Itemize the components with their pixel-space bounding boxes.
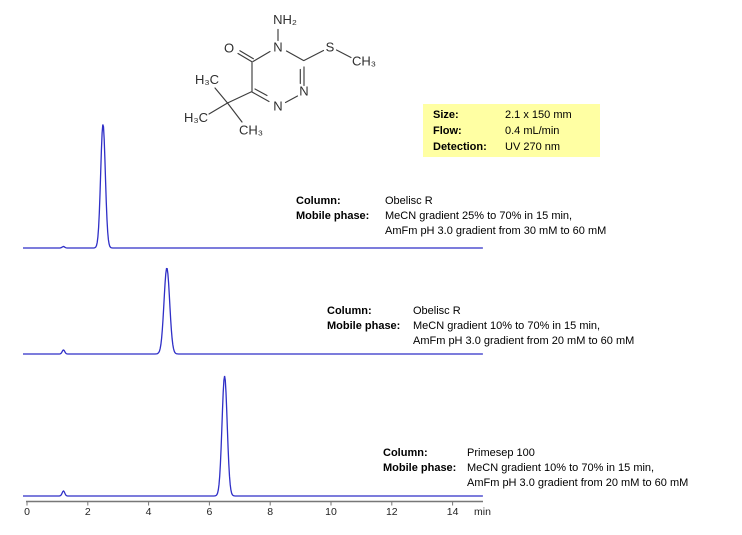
bond-line [335, 49, 352, 59]
spacer [296, 224, 385, 239]
x-axis-tick-label: 0 [24, 506, 30, 518]
atom-label-n-bottom: N [273, 99, 282, 114]
x-axis-tick-label: 12 [386, 506, 398, 518]
mobile-phase-line2: AmFm pH 3.0 gradient from 30 mM to 60 mM [385, 225, 607, 237]
column-label: Column: [383, 447, 428, 459]
atom-label-n-top: N [273, 40, 282, 55]
annotation-trace-1: Column: Obelisc R Mobile phase: MeCN gra… [296, 194, 606, 239]
bond-line [208, 102, 229, 115]
mobile-phase-line1: MeCN gradient 10% to 70% in 15 min, [467, 462, 655, 474]
spacer [327, 334, 413, 349]
mobile-phase-label: Mobile phase: [296, 210, 370, 222]
bond-line [226, 90, 253, 104]
flow-label: Flow: [433, 125, 462, 137]
x-axis-tick-label: 14 [447, 506, 459, 518]
bond-line [226, 102, 243, 123]
atom-label-n-right: N [299, 84, 308, 99]
annotation-trace-2: Column: Obelisc R Mobile phase: MeCN gra… [327, 304, 634, 349]
atom-label-h3c-lower: H₃C [184, 110, 208, 125]
chromatogram-trace-1 [23, 124, 483, 249]
annotation-trace-3: Column: Primesep 100 Mobile phase: MeCN … [383, 446, 688, 491]
bond-line [252, 50, 271, 63]
conditions-box: Size: 2.1 x 150 mm Flow: 0.4 mL/min Dete… [423, 104, 600, 157]
atom-label-nh2: NH₂ [273, 12, 297, 27]
column-label: Column: [327, 305, 372, 317]
bond-line [251, 91, 270, 103]
bond-line [239, 50, 254, 60]
column-label: Column: [296, 195, 341, 207]
mobile-phase-label: Mobile phase: [327, 320, 401, 332]
x-axis-tick-label: 2 [85, 506, 91, 518]
mobile-phase-line1: MeCN gradient 10% to 70% in 15 min, [413, 320, 601, 332]
x-axis-unit-label: min [474, 506, 491, 518]
atom-label-h3c-upper: H₃C [195, 72, 219, 87]
bond-line [285, 50, 305, 62]
bond-line [284, 95, 299, 104]
mobile-phase-line2: AmFm pH 3.0 gradient from 20 mM to 60 mM [413, 335, 635, 347]
size-label: Size: [433, 109, 459, 121]
x-axis-tick-label: 8 [267, 506, 273, 518]
column-value: Obelisc R [385, 195, 433, 207]
mobile-phase-label: Mobile phase: [383, 462, 457, 474]
molecule-structure: NH₂ O N S CH₃ N N H₃C H₃C CH₃ [184, 12, 376, 138]
atom-label-s-ch3: CH₃ [352, 54, 376, 69]
x-axis-tick-label: 4 [146, 506, 152, 518]
atom-label-o: O [224, 41, 234, 56]
flow-value: 0.4 mL/min [505, 125, 560, 137]
bond-line [214, 87, 229, 104]
detection-value: UV 270 nm [505, 141, 561, 153]
chromatogram-trace-2 [23, 267, 483, 355]
x-axis-tick-label: 6 [206, 506, 212, 518]
chromatogram-plot: 0 2 4 6 8 10 12 14 min [23, 124, 491, 518]
chromatogram-trace-3 [23, 375, 483, 497]
detection-label: Detection: [433, 141, 487, 153]
spacer [383, 476, 467, 491]
size-value: 2.1 x 150 mm [505, 109, 572, 121]
mobile-phase-line1: MeCN gradient 25% to 70% in 15 min, [385, 210, 573, 222]
x-axis-tick-label: 10 [325, 506, 337, 518]
bond-line [254, 88, 268, 97]
atom-label-s: S [326, 40, 335, 55]
bond-line [303, 49, 325, 62]
mobile-phase-line2: AmFm pH 3.0 gradient from 20 mM to 60 mM [467, 477, 689, 489]
column-value: Obelisc R [413, 305, 461, 317]
column-value: Primesep 100 [467, 447, 535, 459]
bond-line [237, 52, 253, 63]
atom-label-ch3-bottom: CH₃ [239, 123, 263, 138]
